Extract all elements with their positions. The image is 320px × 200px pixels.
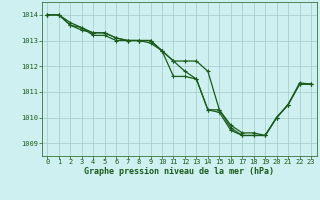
X-axis label: Graphe pression niveau de la mer (hPa): Graphe pression niveau de la mer (hPa) bbox=[84, 167, 274, 176]
